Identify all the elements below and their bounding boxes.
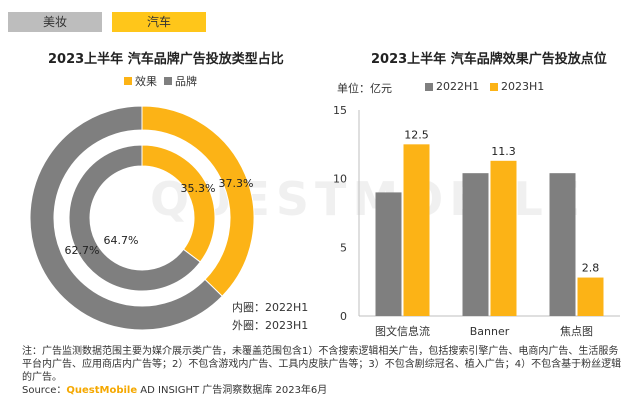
footnote-text: 注：广告监测数据范围主要为媒介展示类广告，未覆盖范围包含1）不含搜索逻辑相关广告… xyxy=(22,346,622,383)
x-category-label-0: 图文信息流 xyxy=(375,324,430,338)
donut-label-outer-1: 62.7% xyxy=(65,244,100,257)
bar-legend-2023: 2023H1 xyxy=(490,80,544,93)
y-tick-label-1: 5 xyxy=(340,241,347,254)
bar-legend-2023-label: 2023H1 xyxy=(501,80,545,93)
legend-swatch-2023 xyxy=(490,82,498,91)
source-prefix: Source： xyxy=(22,385,67,396)
bar-1-1 xyxy=(490,160,517,316)
bar-value-label-1-2: 2.8 xyxy=(582,262,600,275)
tab-beauty[interactable]: 美妆 xyxy=(8,12,102,32)
source-line: Source：QuestMobile AD INSIGHT 广告洞察数据库 20… xyxy=(22,384,627,397)
y-tick-label-2: 10 xyxy=(333,173,347,186)
donut-slice-outer-1 xyxy=(29,105,223,331)
footer-note: 注：广告监测数据范围主要为媒介展示类广告，未覆盖范围包含1）不含搜索逻辑相关广告… xyxy=(22,345,627,397)
bar-unit-label: 单位：亿元 xyxy=(337,82,392,95)
inner-ring-caption: 内圈：2022H1 xyxy=(232,301,309,314)
y-tick-label-0: 0 xyxy=(340,310,347,323)
donut-label-outer-0: 37.3% xyxy=(219,177,254,190)
y-tick-label-3: 15 xyxy=(333,104,347,117)
pie-legend-effect: 效果 xyxy=(124,73,157,89)
tab-bar: 美妆 汽车 xyxy=(8,12,206,32)
bar-chart-title: 2023上半年 汽车品牌效果广告投放点位 xyxy=(371,52,607,67)
donut-slice-inner-0 xyxy=(141,144,216,263)
bar-value-label-1-0: 12.5 xyxy=(404,128,429,141)
bar-chart: 0 5 10 15 12.5 图文信息流 11.3 Banner 2.8 焦点图 xyxy=(333,104,620,338)
tab-auto[interactable]: 汽车 xyxy=(112,12,206,32)
bar-0-2 xyxy=(549,173,576,316)
donut-label-inner-0: 35.3% xyxy=(181,182,216,195)
bar-legend-2022: 2022H1 xyxy=(425,80,479,93)
bar-0-0 xyxy=(375,192,402,316)
donut-label-inner-1: 64.7% xyxy=(104,234,139,247)
legend-swatch-2022 xyxy=(425,82,433,91)
bar-value-label-1-1: 11.3 xyxy=(491,145,516,158)
source-brand: QuestMobile xyxy=(66,385,138,396)
pie-legend-brand: 品牌 xyxy=(164,73,197,89)
outer-ring-caption: 外圈：2023H1 xyxy=(232,319,309,332)
pie-chart-title: 2023上半年 汽车品牌广告投放类型占比 xyxy=(48,52,284,67)
donut-chart: 35.3% 64.7% 37.3% 62.7% xyxy=(29,105,255,331)
bar-1-2 xyxy=(577,277,604,316)
legend-swatch-brand xyxy=(164,77,172,85)
pie-legend-effect-label: 效果 xyxy=(135,75,157,88)
legend-swatch-effect xyxy=(124,77,132,85)
bar-0-1 xyxy=(462,173,489,316)
bar-legend-2022-label: 2022H1 xyxy=(436,80,480,93)
x-category-label-1: Banner xyxy=(470,325,510,338)
source-suffix: AD INSIGHT 广告洞察数据库 2023年6月 xyxy=(137,385,328,396)
x-category-label-2: 焦点图 xyxy=(560,325,593,338)
donut-slice-inner-1 xyxy=(68,144,201,292)
pie-legend-brand-label: 品牌 xyxy=(175,75,197,88)
bar-1-0 xyxy=(403,144,430,316)
